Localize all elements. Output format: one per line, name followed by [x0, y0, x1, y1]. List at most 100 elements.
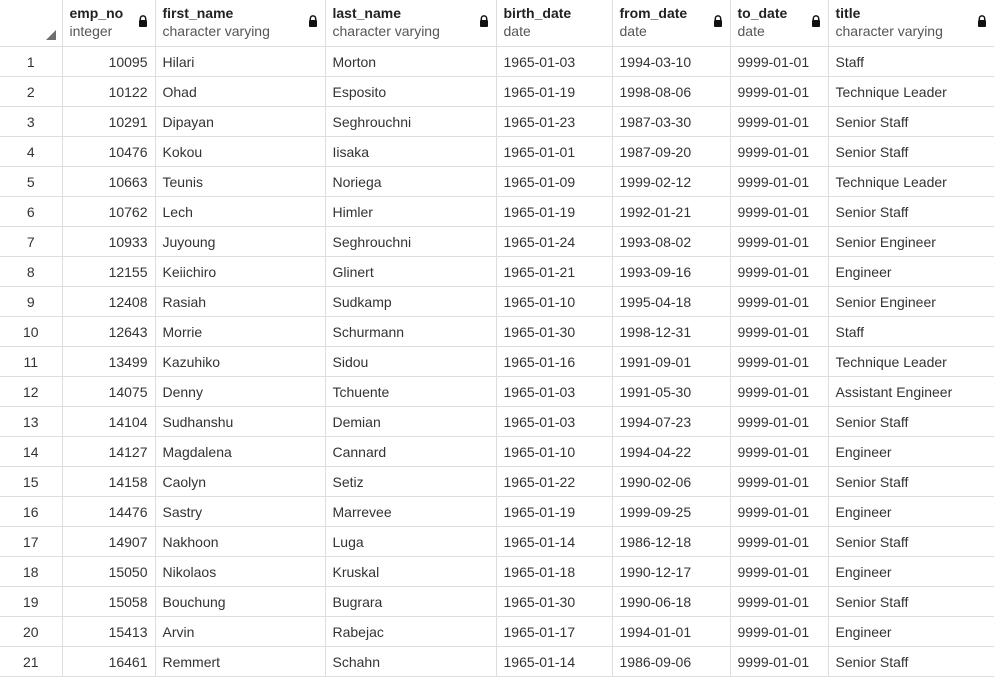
- row-number[interactable]: 20: [0, 616, 63, 647]
- row-number[interactable]: 21: [0, 646, 63, 677]
- cell-emp-no[interactable]: 10122: [62, 76, 156, 107]
- cell-last-name[interactable]: Seghrouchni: [325, 106, 497, 137]
- cell-from-date[interactable]: 1990-02-06: [612, 466, 731, 497]
- cell-title[interactable]: Senior Staff: [828, 106, 994, 137]
- cell-first-name[interactable]: Ohad: [155, 76, 326, 107]
- column-header-emp-no[interactable]: emp_no integer: [62, 0, 156, 47]
- cell-title[interactable]: Senior Staff: [828, 526, 994, 557]
- row-number[interactable]: 8: [0, 256, 63, 287]
- table-row[interactable]: 13 14104 Sudhanshu Demian 1965-01-03 1994-07-…: [0, 406, 994, 437]
- row-number[interactable]: 10: [0, 316, 63, 347]
- cell-title[interactable]: Staff: [828, 46, 994, 77]
- cell-from-date[interactable]: 1999-02-12: [612, 166, 731, 197]
- cell-last-name[interactable]: Luga: [325, 526, 497, 557]
- cell-emp-no[interactable]: 10291: [62, 106, 156, 137]
- cell-first-name[interactable]: Dipayan: [155, 106, 326, 137]
- cell-emp-no[interactable]: 15058: [62, 586, 156, 617]
- cell-emp-no[interactable]: 14127: [62, 436, 156, 467]
- cell-birth-date[interactable]: 1965-01-14: [496, 526, 613, 557]
- cell-to-date[interactable]: 9999-01-01: [730, 316, 829, 347]
- cell-first-name[interactable]: Kazuhiko: [155, 346, 326, 377]
- cell-first-name[interactable]: Nikolaos: [155, 556, 326, 587]
- cell-to-date[interactable]: 9999-01-01: [730, 196, 829, 227]
- cell-first-name[interactable]: Juyoung: [155, 226, 326, 257]
- cell-from-date[interactable]: 1994-03-10: [612, 46, 731, 77]
- cell-first-name[interactable]: Arvin: [155, 616, 326, 647]
- cell-title[interactable]: Staff: [828, 316, 994, 347]
- cell-last-name[interactable]: Iisaka: [325, 136, 497, 167]
- cell-from-date[interactable]: 1993-08-02: [612, 226, 731, 257]
- table-row[interactable]: 8 12155 Keiichiro Glinert 1965-01-21 1993-09-…: [0, 256, 994, 287]
- cell-title[interactable]: Senior Engineer: [828, 286, 994, 317]
- cell-title[interactable]: Senior Staff: [828, 136, 994, 167]
- cell-from-date[interactable]: 1991-05-30: [612, 376, 731, 407]
- cell-to-date[interactable]: 9999-01-01: [730, 346, 829, 377]
- cell-to-date[interactable]: 9999-01-01: [730, 586, 829, 617]
- cell-birth-date[interactable]: 1965-01-03: [496, 376, 613, 407]
- cell-title[interactable]: Technique Leader: [828, 166, 994, 197]
- cell-birth-date[interactable]: 1965-01-10: [496, 286, 613, 317]
- cell-emp-no[interactable]: 15050: [62, 556, 156, 587]
- column-header-to-date[interactable]: to_date date: [730, 0, 829, 47]
- cell-last-name[interactable]: Himler: [325, 196, 497, 227]
- cell-last-name[interactable]: Sidou: [325, 346, 497, 377]
- row-number[interactable]: 4: [0, 136, 63, 167]
- cell-first-name[interactable]: Hilari: [155, 46, 326, 77]
- cell-first-name[interactable]: Sastry: [155, 496, 326, 527]
- cell-emp-no[interactable]: 10933: [62, 226, 156, 257]
- cell-title[interactable]: Technique Leader: [828, 346, 994, 377]
- cell-emp-no[interactable]: 12155: [62, 256, 156, 287]
- cell-last-name[interactable]: Kruskal: [325, 556, 497, 587]
- cell-emp-no[interactable]: 16461: [62, 646, 156, 677]
- table-row[interactable]: 10 12643 Morrie Schurmann 1965-01-30 1998-12-…: [0, 316, 994, 347]
- cell-first-name[interactable]: Remmert: [155, 646, 326, 677]
- cell-emp-no[interactable]: 13499: [62, 346, 156, 377]
- cell-birth-date[interactable]: 1965-01-03: [496, 46, 613, 77]
- table-row[interactable]: 14 14127 Magdalena Cannard 1965-01-10 1994-04…: [0, 436, 994, 467]
- cell-first-name[interactable]: Rasiah: [155, 286, 326, 317]
- cell-from-date[interactable]: 1994-01-01: [612, 616, 731, 647]
- cell-title[interactable]: Assistant Engineer: [828, 376, 994, 407]
- cell-title[interactable]: Senior Engineer: [828, 226, 994, 257]
- table-row[interactable]: 5 10663 Teunis Noriega 1965-01-09 1999-02-12 9…: [0, 166, 994, 197]
- table-row[interactable]: 3 10291 Dipayan Seghrouchni 1965-01-23 1987-0…: [0, 106, 994, 137]
- column-header-title[interactable]: title character varying: [828, 0, 994, 47]
- cell-to-date[interactable]: 9999-01-01: [730, 106, 829, 137]
- cell-title[interactable]: Senior Staff: [828, 196, 994, 227]
- table-row[interactable]: 20 15413 Arvin Rabejac 1965-01-17 1994-01-01 9…: [0, 616, 994, 647]
- cell-to-date[interactable]: 9999-01-01: [730, 556, 829, 587]
- cell-from-date[interactable]: 1999-09-25: [612, 496, 731, 527]
- cell-last-name[interactable]: Marrevee: [325, 496, 497, 527]
- cell-birth-date[interactable]: 1965-01-19: [496, 196, 613, 227]
- cell-birth-date[interactable]: 1965-01-24: [496, 226, 613, 257]
- cell-birth-date[interactable]: 1965-01-30: [496, 586, 613, 617]
- cell-last-name[interactable]: Rabejac: [325, 616, 497, 647]
- cell-to-date[interactable]: 9999-01-01: [730, 46, 829, 77]
- cell-last-name[interactable]: Noriega: [325, 166, 497, 197]
- cell-title[interactable]: Engineer: [828, 256, 994, 287]
- cell-to-date[interactable]: 9999-01-01: [730, 496, 829, 527]
- cell-first-name[interactable]: Sudhanshu: [155, 406, 326, 437]
- row-number[interactable]: 3: [0, 106, 63, 137]
- cell-first-name[interactable]: Nakhoon: [155, 526, 326, 557]
- row-number[interactable]: 1: [0, 46, 63, 77]
- cell-first-name[interactable]: Magdalena: [155, 436, 326, 467]
- cell-title[interactable]: Engineer: [828, 616, 994, 647]
- cell-emp-no[interactable]: 10663: [62, 166, 156, 197]
- cell-emp-no[interactable]: 14158: [62, 466, 156, 497]
- row-number[interactable]: 13: [0, 406, 63, 437]
- cell-to-date[interactable]: 9999-01-01: [730, 76, 829, 107]
- table-row[interactable]: 16 14476 Sastry Marrevee 1965-01-19 1999-09-2…: [0, 496, 994, 527]
- row-number[interactable]: 7: [0, 226, 63, 257]
- cell-from-date[interactable]: 1986-12-18: [612, 526, 731, 557]
- cell-birth-date[interactable]: 1965-01-01: [496, 136, 613, 167]
- cell-last-name[interactable]: Bugrara: [325, 586, 497, 617]
- cell-emp-no[interactable]: 14075: [62, 376, 156, 407]
- row-number[interactable]: 16: [0, 496, 63, 527]
- table-row[interactable]: 7 10933 Juyoung Seghrouchni 1965-01-24 1993-0…: [0, 226, 994, 257]
- cell-emp-no[interactable]: 14907: [62, 526, 156, 557]
- row-number[interactable]: 9: [0, 286, 63, 317]
- row-number[interactable]: 17: [0, 526, 63, 557]
- cell-last-name[interactable]: Sudkamp: [325, 286, 497, 317]
- cell-emp-no[interactable]: 10095: [62, 46, 156, 77]
